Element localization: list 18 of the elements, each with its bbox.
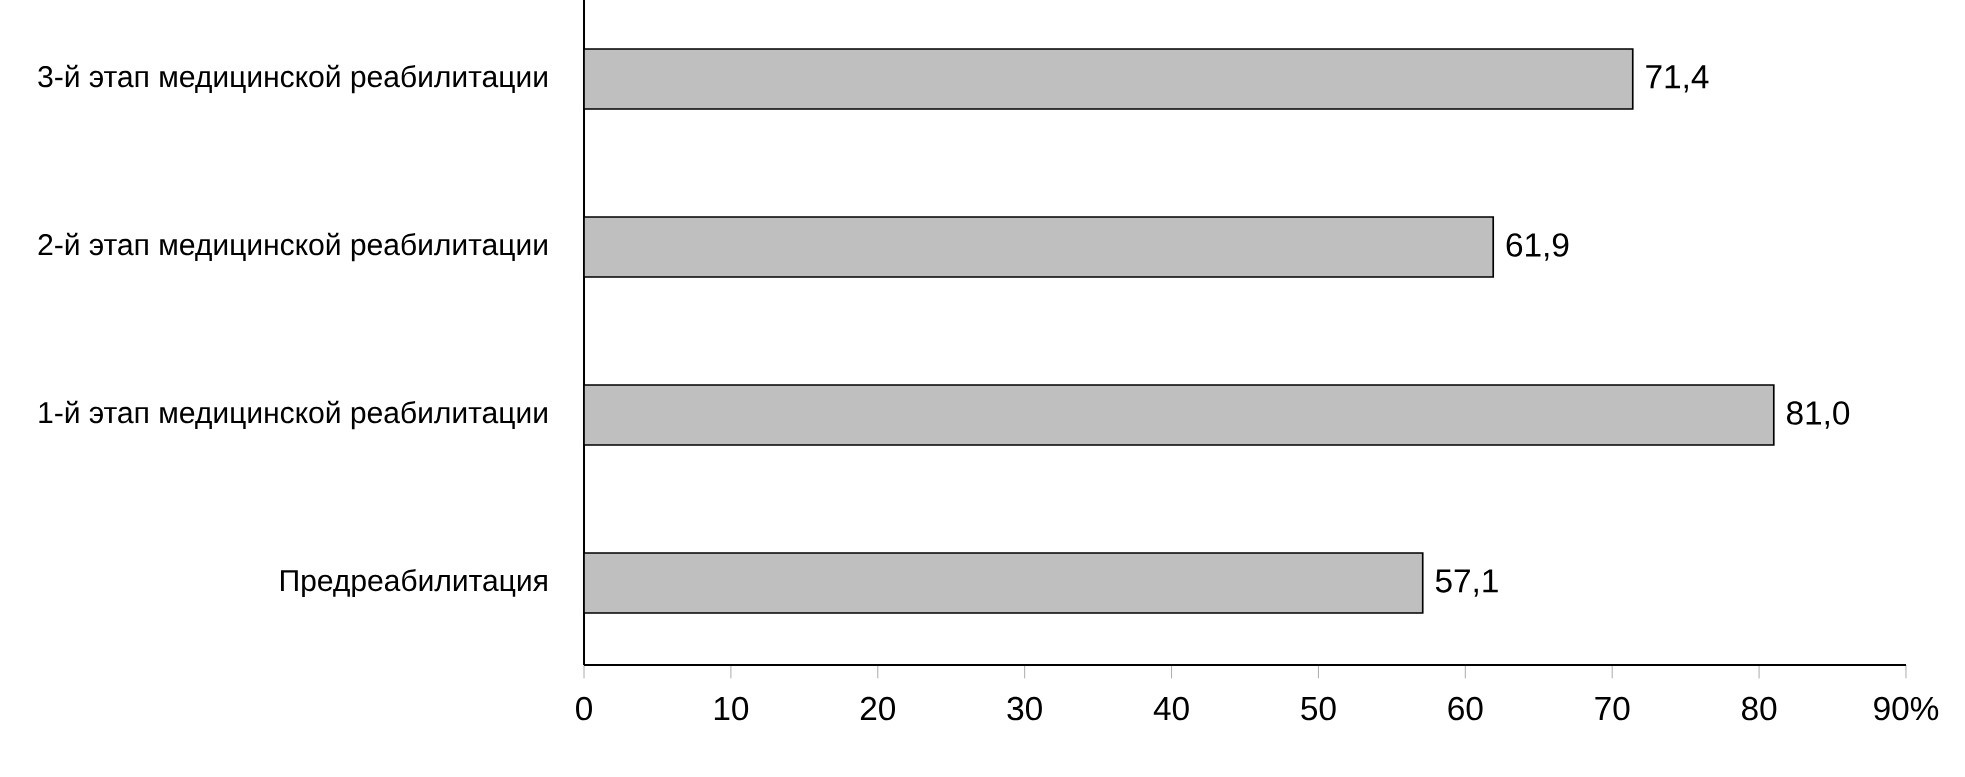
y-tick-label: 1-й этап медицинской реабилитации bbox=[39, 400, 547, 430]
x-tick-label: 40 bbox=[1153, 696, 1189, 721]
x-tick-label: 10 bbox=[714, 696, 749, 721]
y-tick-label: 3-й этап медицинской реабилитации bbox=[38, 64, 547, 94]
data-label: 61,9 bbox=[1506, 233, 1569, 261]
y-tick-label: 2-й этап медицинской реабилитации bbox=[38, 232, 547, 262]
data-label: 81,0 bbox=[1787, 401, 1850, 429]
x-tick-label: 70 bbox=[1595, 696, 1630, 721]
y-tick-label: Предреабилитация bbox=[281, 568, 547, 598]
x-tick-label: 80 bbox=[1742, 696, 1777, 721]
x-tick-label: 0 bbox=[576, 696, 592, 721]
x-tick-label: 20 bbox=[860, 696, 896, 721]
data-label: 71,4 bbox=[1646, 65, 1709, 93]
x-tick-label: 30 bbox=[1007, 696, 1042, 721]
x-tick-label: 90% bbox=[1874, 696, 1939, 721]
x-tick-label: 60 bbox=[1448, 696, 1483, 721]
x-tick-label: 50 bbox=[1301, 696, 1336, 721]
data-label: 57,1 bbox=[1435, 569, 1498, 597]
